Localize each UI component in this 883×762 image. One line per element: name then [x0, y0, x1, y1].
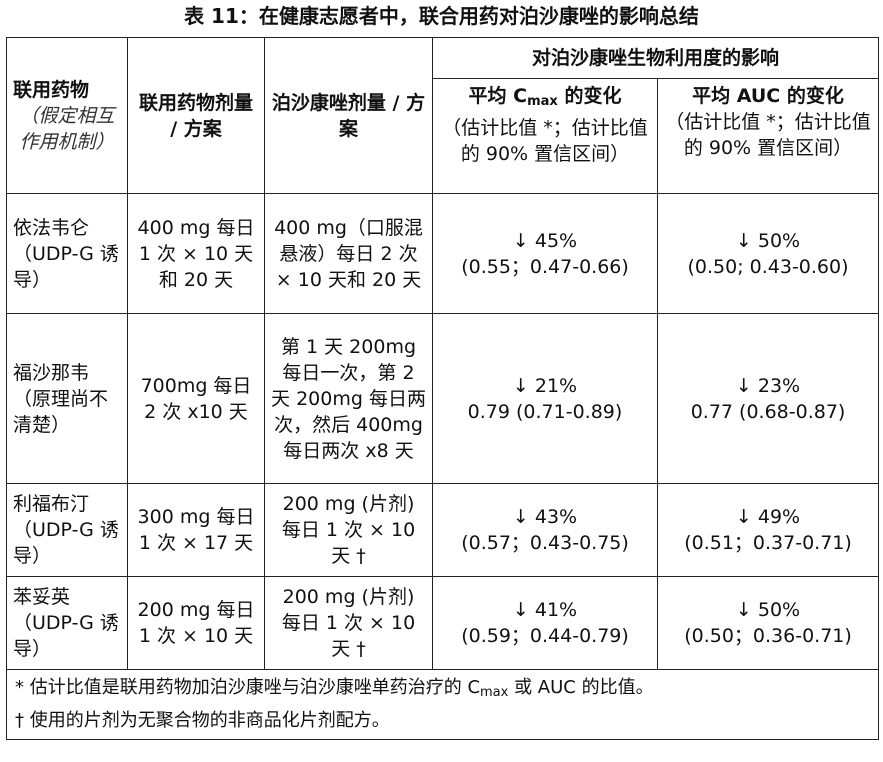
header-auc-change: 平均 AUC 的变化 （估计比值 *；估计比值的 90% 置信区间） [656, 78, 880, 194]
auc-ci: (0.50; 0.43-0.60) [687, 255, 849, 278]
header-posaconazole-dose: 泊沙康唑剂量 / 方案 [264, 37, 433, 194]
cell-posaconazole-dose: 200 mg (片剂) 每日 1 次 × 10 天 † [264, 483, 433, 577]
auc-change: ↓ 50% [735, 599, 801, 621]
cmax-ci: (0.57；0.43-0.75) [461, 532, 629, 554]
cell-cmax: ↓ 43% (0.57；0.43-0.75) [432, 483, 658, 577]
header-coadministered-drug: 联用药物 （假定相互作用机制） [6, 37, 128, 194]
cmax-ci: (0.55；0.47-0.66) [461, 255, 629, 278]
cmax-ci: (0.59；0.44-0.79) [461, 625, 629, 647]
cell-drug-dose: 300 mg 每日 1 次 × 17 天 [127, 483, 265, 577]
header-auc-note: （估计比值 *；估计比值的 90% 置信区间） [665, 111, 871, 159]
header-drug-label: 联用药物 [13, 78, 90, 101]
footnote-estimated-ratio: * 估计比值是联用药物加泊沙康唑与泊沙康唑单药治疗的 Cmax 或 AUC 的比… [15, 677, 654, 700]
auc-change: ↓ 50% [735, 229, 801, 252]
table-title: 表 11：在健康志愿者中，联合用药对泊沙康唑的影响总结 [184, 4, 699, 28]
footnote-tablet-formulation: † 使用的片剂为无聚合物的非商品化片剂配方。 [15, 710, 390, 731]
cell-drug-dose: 400 mg 每日 1 次 × 10 天和 20 天 [127, 193, 265, 314]
cmax-change: ↓ 21% [512, 374, 578, 397]
cell-cmax: ↓ 21% 0.79 (0.71-0.89) [432, 313, 658, 484]
footnote-row: * 估计比值是联用药物加泊沙康唑与泊沙康唑单药治疗的 Cmax 或 AUC 的比… [5, 669, 880, 740]
cell-posaconazole-dose: 200 mg (片剂) 每日 1 次 × 10 天 † [264, 576, 433, 670]
cell-auc: ↓ 23% 0.77 (0.68-0.87) [656, 313, 880, 484]
cmax-ci: 0.79 (0.71-0.89) [467, 400, 623, 423]
cell-posaconazole-dose: 第 1 天 200mg 每日一次，第 2 天 200mg 每日两次，然后 400… [264, 313, 433, 484]
cell-auc: ↓ 49% (0.51；0.37-0.71) [656, 483, 880, 577]
footnotes: * 估计比值是联用药物加泊沙康唑与泊沙康唑单药治疗的 Cmax 或 AUC 的比… [5, 669, 880, 740]
cell-cmax: ↓ 45% (0.55；0.47-0.66) [432, 193, 658, 314]
cell-drug-dose: 200 mg 每日 1 次 × 10 天 [127, 576, 265, 670]
table-row: 福沙那韦（原理尚不清楚） 700mg 每日 2 次 x10 天 第 1 天 20… [6, 313, 880, 484]
cell-drug: 利福布汀（UDP-G 诱导） [6, 483, 128, 577]
auc-change: ↓ 49% [735, 506, 801, 528]
cell-posaconazole-dose: 400 mg（口服混悬液）每日 2 次 × 10 天和 20 天 [264, 193, 433, 314]
auc-ci: 0.77 (0.68-0.87) [690, 400, 846, 423]
cell-auc: ↓ 50% (0.50; 0.43-0.60) [656, 193, 880, 314]
table-row: 依法韦仑（UDP-G 诱导） 400 mg 每日 1 次 × 10 天和 20 … [6, 193, 880, 314]
cell-drug: 苯妥英（UDP-G 诱导） [6, 576, 128, 670]
table-row: 利福布汀（UDP-G 诱导） 300 mg 每日 1 次 × 17 天 200 … [6, 483, 880, 577]
cell-drug: 依法韦仑（UDP-G 诱导） [6, 193, 128, 314]
auc-ci: (0.50；0.36-0.71) [684, 625, 852, 647]
cell-auc: ↓ 50% (0.50；0.36-0.71) [656, 576, 880, 670]
header-cmax-change: 平均 Cmax 的变化 （估计比值 *；估计比值的 90% 置信区间） [432, 78, 658, 194]
cell-cmax: ↓ 41% (0.59；0.44-0.79) [432, 576, 658, 670]
table-row: 苯妥英（UDP-G 诱导） 200 mg 每日 1 次 × 10 天 200 m… [6, 576, 880, 670]
header-cmax-note: （估计比值 *；估计比值的 90% 置信区间） [442, 117, 648, 165]
auc-ci: (0.51；0.37-0.71) [684, 532, 852, 554]
auc-change: ↓ 23% [735, 374, 801, 397]
cmax-change: ↓ 43% [512, 506, 578, 528]
header-drug-mechanism-note: （假定相互作用机制） [19, 104, 115, 153]
cmax-change: ↓ 41% [512, 599, 578, 621]
cell-drug-dose: 700mg 每日 2 次 x10 天 [127, 313, 265, 484]
header-cmax-title: 平均 Cmax 的变化 [468, 85, 622, 109]
cmax-change: ↓ 45% [512, 229, 578, 252]
interaction-table: 联用药物 （假定相互作用机制） 联用药物剂量 / 方案 泊沙康唑剂量 / 方案 … [5, 37, 880, 740]
cell-drug: 福沙那韦（原理尚不清楚） [6, 313, 128, 484]
header-bioavailability-group: 对泊沙康唑生物利用度的影响 [431, 37, 880, 79]
header-auc-title: 平均 AUC 的变化 [692, 85, 844, 107]
header-drug-dose: 联用药物剂量 / 方案 [127, 37, 265, 194]
